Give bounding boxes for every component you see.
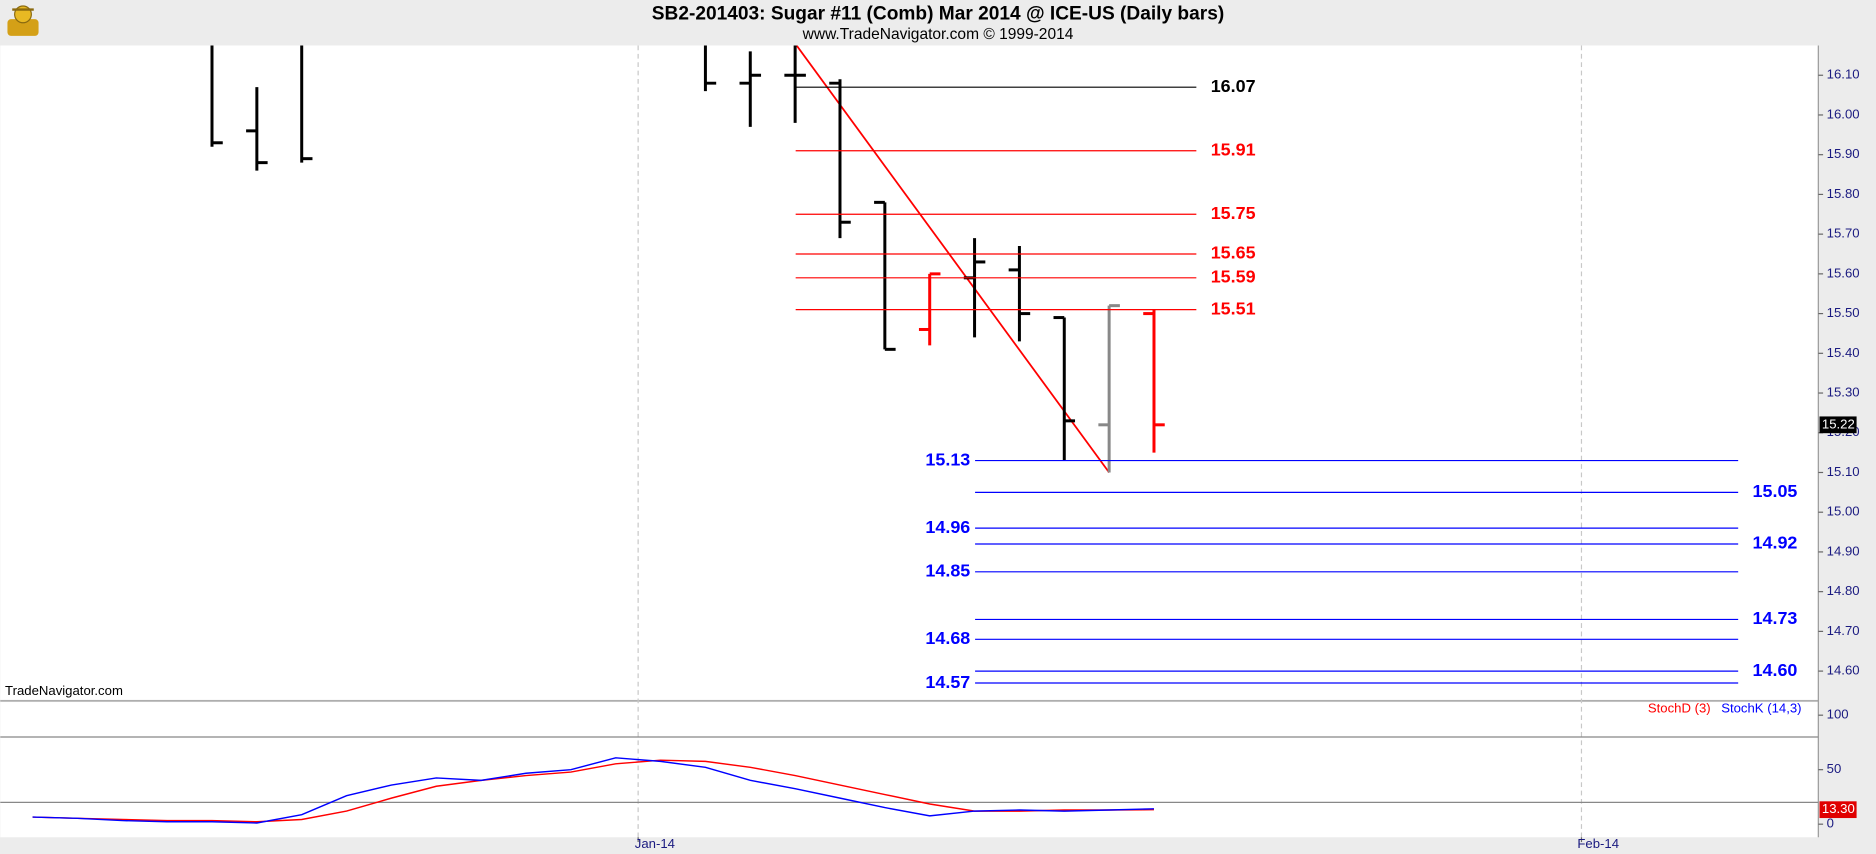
chart-subtitle: www.TradeNavigator.com © 1999-2014 <box>802 26 1074 43</box>
level-label: 14.92 <box>1753 533 1798 553</box>
watermark: TradeNavigator.com <box>5 683 123 698</box>
y-tick-label: 15.80 <box>1827 186 1860 201</box>
y-tick-label: 0 <box>1827 816 1834 831</box>
y-tick-label: 15.00 <box>1827 504 1860 519</box>
last-price-box <box>1819 416 1857 434</box>
level-label: 15.13 <box>925 449 970 469</box>
price-panel <box>0 45 1819 700</box>
x-tick-label: Jan-14 <box>635 836 675 851</box>
level-label: 14.60 <box>1753 660 1798 680</box>
level-label: 14.85 <box>925 561 970 581</box>
y-tick-label: 16.00 <box>1827 106 1860 121</box>
level-label: 15.51 <box>1211 298 1256 318</box>
y-tick-label: 14.90 <box>1827 543 1860 558</box>
y-tick-label: 50 <box>1827 761 1842 776</box>
legend-entry: StochK (14,3) <box>1721 701 1801 716</box>
last-value-label: 13.30 <box>1822 801 1855 816</box>
y-tick-label: 15.70 <box>1827 226 1860 241</box>
y-tick-label: 14.60 <box>1827 663 1860 678</box>
level-label: 14.57 <box>925 672 970 692</box>
x-tick-label: Feb-14 <box>1577 836 1619 851</box>
y-tick-label: 14.70 <box>1827 623 1860 638</box>
y-tick-label: 16.10 <box>1827 67 1860 82</box>
trendline <box>795 45 1110 474</box>
y-tick-label: 15.50 <box>1827 305 1860 320</box>
y-tick-label: 15.90 <box>1827 146 1860 161</box>
level-label: 15.75 <box>1211 203 1256 223</box>
level-label: 15.59 <box>1211 267 1256 287</box>
level-label: 16.07 <box>1211 76 1256 96</box>
y-tick-label: 15.60 <box>1827 265 1860 280</box>
stoch-line <box>32 757 1155 824</box>
last-value-box <box>1819 801 1857 819</box>
stoch-plot <box>32 757 1155 824</box>
stoch-line <box>32 759 1154 823</box>
y-tick-label: 100 <box>1827 707 1849 722</box>
legend-entry: StochD (3) <box>1648 701 1711 716</box>
level-label: 15.65 <box>1211 243 1256 263</box>
y-tick-label: 15.30 <box>1827 385 1860 400</box>
level-label: 15.91 <box>1211 139 1256 159</box>
y-tick-label: 15.40 <box>1827 345 1860 360</box>
level-label: 14.96 <box>925 517 970 537</box>
y-tick-label: 15.10 <box>1827 464 1860 479</box>
stoch-panel <box>0 702 1819 838</box>
price-plot <box>210 45 1165 474</box>
logo <box>7 5 39 36</box>
level-label: 15.05 <box>1753 481 1798 501</box>
chart-title: SB2-201403: Sugar #11 (Comb) Mar 2014 @ … <box>652 3 1224 24</box>
level-label: 14.73 <box>1753 608 1798 628</box>
level-label: 14.68 <box>925 628 970 648</box>
last-price-label: 15.22 <box>1822 416 1855 431</box>
y-tick-label: 14.80 <box>1827 583 1860 598</box>
